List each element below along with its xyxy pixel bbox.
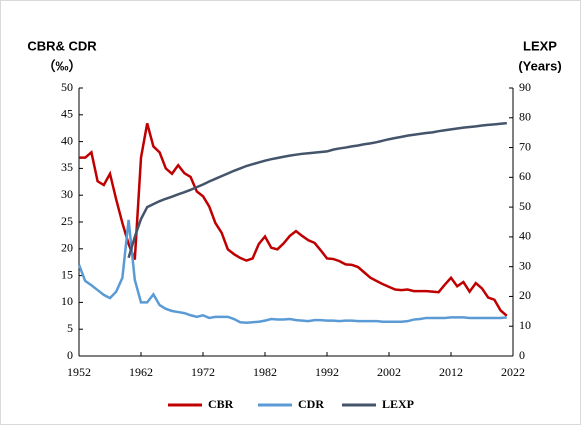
y2-tick-label: 40 xyxy=(519,229,531,243)
y2-tick-label: 0 xyxy=(519,348,525,362)
x-tick-label: 1982 xyxy=(253,365,277,379)
series-line xyxy=(79,123,508,317)
y2-axis-label: (Years) xyxy=(518,58,561,73)
y2-tick-label: 50 xyxy=(519,199,531,213)
y-axis-label: CBR& CDR xyxy=(27,38,97,53)
y2-tick-label: 30 xyxy=(519,258,531,272)
y2-tick-label: 90 xyxy=(519,80,531,94)
y-tick-label: 20 xyxy=(61,241,73,255)
y-tick-label: 35 xyxy=(61,160,73,174)
y2-tick-label: 60 xyxy=(519,169,531,183)
y2-tick-label: 80 xyxy=(519,110,531,124)
x-tick-label: 1952 xyxy=(67,365,91,379)
y-tick-label: 40 xyxy=(61,133,73,147)
legend-label: LEXP xyxy=(382,397,414,411)
x-tick-label: 2002 xyxy=(377,365,401,379)
y2-tick-label: 70 xyxy=(519,139,531,153)
legend-label: CBR xyxy=(208,397,234,411)
series-line xyxy=(127,121,507,259)
legend-label: CDR xyxy=(298,397,324,411)
y2-tick-label: 20 xyxy=(519,288,531,302)
y-tick-label: 25 xyxy=(61,214,73,228)
x-tick-label: 2022 xyxy=(501,365,525,379)
y-tick-label: 5 xyxy=(67,321,73,335)
y-tick-label: 30 xyxy=(61,187,73,201)
y2-tick-label: 10 xyxy=(519,318,531,332)
y-tick-label: 10 xyxy=(61,294,73,308)
y-tick-label: 45 xyxy=(61,107,73,121)
x-tick-label: 1972 xyxy=(191,365,215,379)
y-tick-label: 50 xyxy=(61,80,73,94)
x-tick-label: 1962 xyxy=(129,365,153,379)
x-tick-label: 2012 xyxy=(439,365,463,379)
series-line xyxy=(77,219,507,325)
x-tick-label: 1992 xyxy=(315,365,339,379)
y-tick-label: 0 xyxy=(67,348,73,362)
y-axis-label: （‰） xyxy=(42,58,81,73)
y-tick-label: 15 xyxy=(61,267,73,281)
y2-axis-label: LEXP xyxy=(523,38,557,53)
